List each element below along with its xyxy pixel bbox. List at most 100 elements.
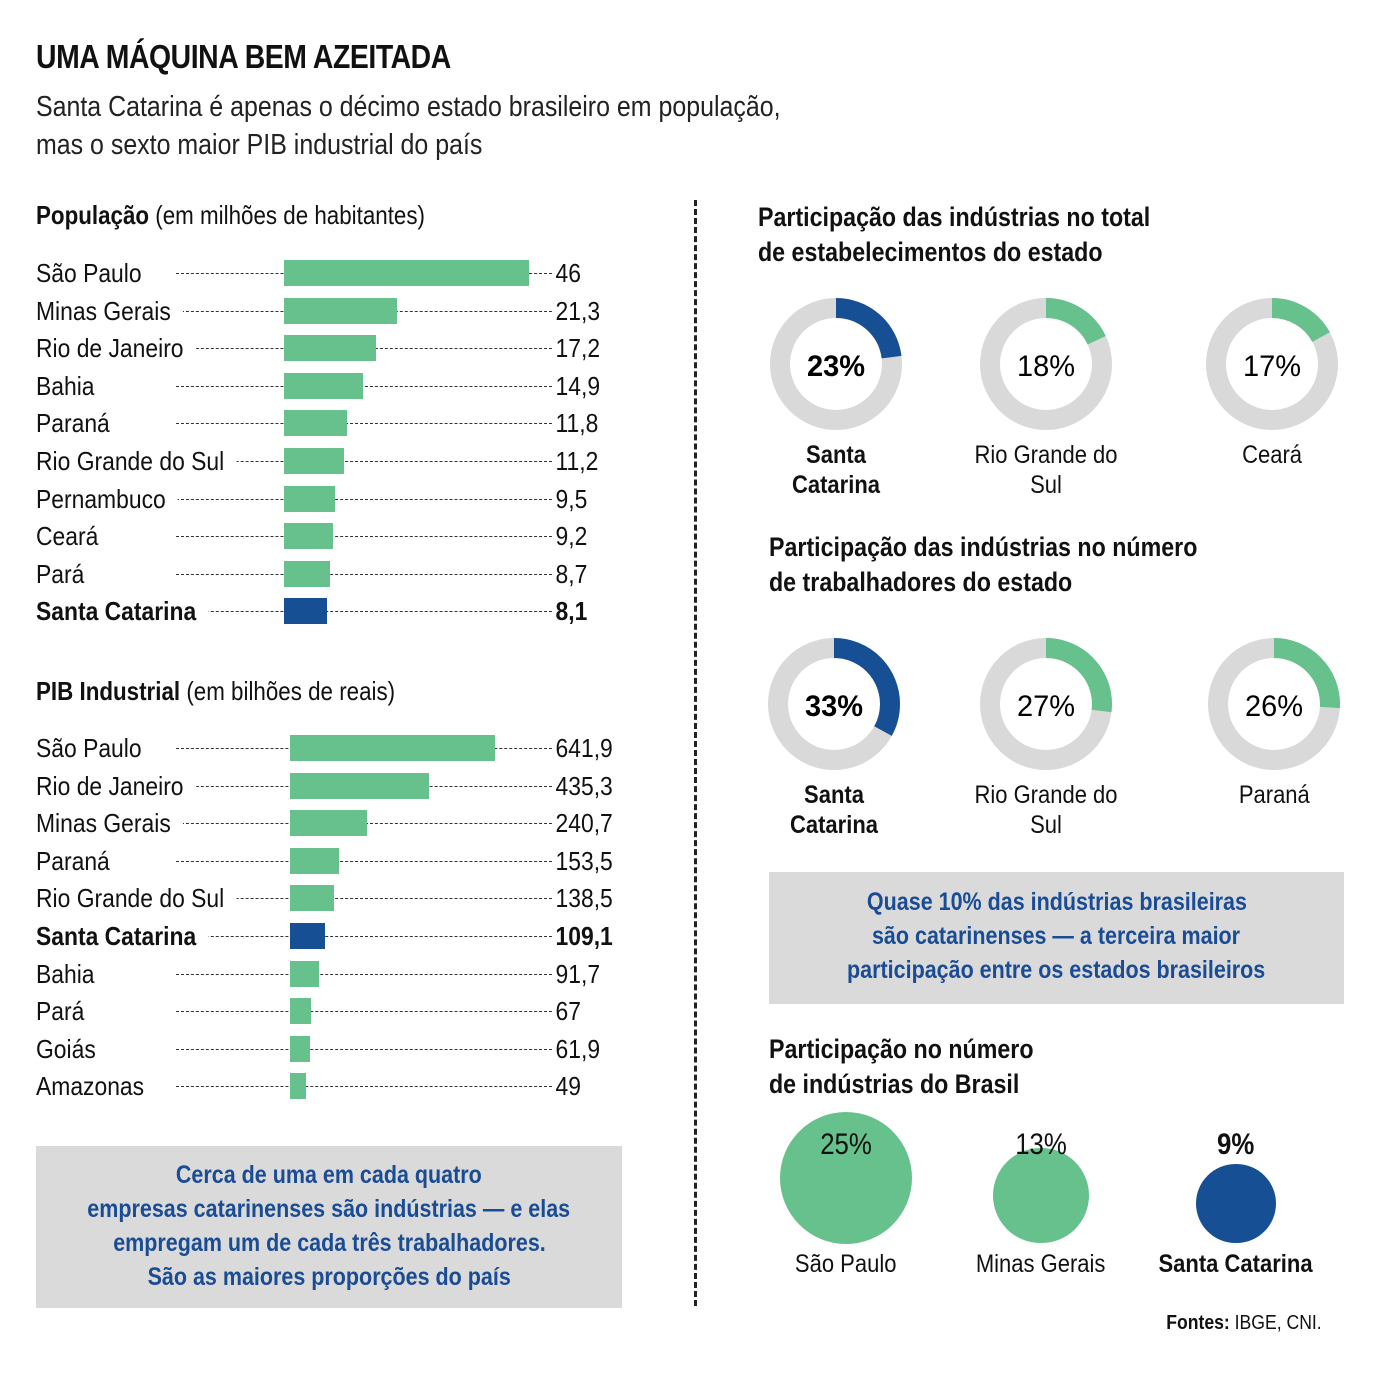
- bar-value-label: 240,7: [552, 807, 613, 840]
- bar: [290, 1035, 310, 1062]
- donut-item: 23% Santa Catarina: [736, 296, 936, 500]
- bar-row: Rio Grande do Sul 138,5: [36, 882, 636, 919]
- population-title-bold: População: [36, 200, 150, 230]
- donut-item: 17% Ceará: [1172, 296, 1372, 470]
- bar-row: Pará 67: [36, 995, 636, 1032]
- donut-svg: 33%: [768, 638, 900, 770]
- donut-value-label: 33%: [805, 690, 863, 723]
- bubble-category-label: São Paulo: [795, 1250, 897, 1278]
- leader-line: [176, 1086, 552, 1088]
- bar: [290, 735, 495, 761]
- right-note-line: participação entre os estados brasileiro…: [847, 956, 1266, 984]
- bar-label: Pará: [36, 995, 97, 1028]
- donut-item: 18% Rio Grande do Sul: [946, 296, 1146, 500]
- leader-line: [176, 385, 552, 387]
- bar: [284, 448, 344, 474]
- donut-category-label: Rio Grande do Sul: [974, 781, 1118, 839]
- title-line: de estabelecimentos do estado: [758, 237, 1103, 267]
- bar-label: Paraná: [36, 407, 123, 440]
- bar: [290, 847, 340, 874]
- bar: [284, 410, 347, 437]
- leader-line: [176, 611, 552, 613]
- bar-value-label: 9,2: [552, 520, 588, 553]
- bar-label: Paraná: [36, 844, 123, 877]
- bubble-value-label: 13%: [1015, 1128, 1067, 1161]
- leader-line: [176, 973, 552, 975]
- workers-chart-title: Participação das indústrias no número de…: [769, 530, 1197, 600]
- bubble-value-label: 25%: [820, 1128, 872, 1161]
- right-note-line: Quase 10% das indústrias brasileiras: [866, 888, 1247, 916]
- bar-label: Pernambuco: [36, 482, 179, 515]
- donut-value-label: 17%: [1243, 350, 1301, 383]
- bar-value-label: 641,9: [552, 732, 613, 764]
- donut-svg: 17%: [1206, 298, 1338, 430]
- bar: [290, 998, 312, 1025]
- bar: [290, 810, 367, 837]
- donut-item: 26% Paraná: [1174, 636, 1374, 810]
- bar-row: Goiás 61,9: [36, 1032, 636, 1070]
- bar-value-label: 153,5: [552, 844, 613, 877]
- donut-category-label: Rio Grande do Sul: [974, 441, 1118, 499]
- sources-note: Fontes: IBGE, CNI.: [1167, 1312, 1322, 1335]
- donut-category-label: Paraná: [1238, 781, 1310, 809]
- pib-title-unit: (em bilhões de reais): [180, 676, 396, 706]
- bar: [284, 598, 328, 625]
- bar-row: Rio de Janeiro 435,3: [36, 769, 636, 807]
- main-title: UMA MÁQUINA BEM AZEITADA: [36, 38, 451, 75]
- bar-value-label: 46: [552, 257, 581, 289]
- bar-value-label: 8,7: [552, 557, 588, 590]
- subtitle: Santa Catarina é apenas o décimo estado …: [36, 88, 781, 164]
- bar: [284, 297, 398, 324]
- left-note-line: São as maiores proporções do país: [147, 1263, 511, 1291]
- donut-slice: [1206, 298, 1338, 430]
- title-line: de trabalhadores do estado: [769, 567, 1073, 597]
- establishments-chart-title: Participação das indústrias no total de …: [758, 200, 1150, 270]
- title-line: Participação no número: [769, 1034, 1034, 1064]
- bar: [290, 1073, 306, 1100]
- bar-row: Pernambuco 9,5: [36, 482, 636, 520]
- bar-label: São Paulo: [36, 257, 154, 289]
- bar: [290, 960, 320, 987]
- bar-value-label: 11,2: [552, 445, 599, 477]
- bar: [284, 485, 335, 512]
- leader-line: [176, 860, 552, 862]
- subtitle-line: Santa Catarina é apenas o décimo estado …: [36, 91, 781, 123]
- donut-item: 33% Santa Catarina: [734, 636, 934, 840]
- right-note-box: Quase 10% das indústrias brasileiras são…: [769, 872, 1344, 1004]
- left-note-box: Cerca de uma em cada quatro empresas cat…: [36, 1146, 622, 1308]
- left-note-line: empregam um de cada três trabalhadores.: [112, 1229, 546, 1257]
- right-note-line: são catarinenses — a terceira maior: [872, 922, 1241, 950]
- bar-row: São Paulo 46: [36, 257, 636, 294]
- bubble: [780, 1112, 912, 1244]
- bar-value-label: 435,3: [552, 769, 613, 802]
- bubble-value-label: 9%: [1217, 1128, 1255, 1161]
- bar: [290, 885, 335, 912]
- donut-svg: 26%: [1208, 638, 1340, 770]
- bar-label: Santa Catarina: [36, 920, 209, 952]
- bar-value-label: 14,9: [552, 369, 601, 402]
- bar-value-label: 61,9: [552, 1032, 601, 1065]
- leader-line: [176, 573, 552, 575]
- sources-text: IBGE, CNI.: [1230, 1312, 1322, 1334]
- donut-svg: 18%: [980, 298, 1112, 430]
- leader-line: [176, 1011, 552, 1013]
- leader-line: [176, 1048, 552, 1050]
- bar-row: Santa Catarina 8,1: [36, 595, 636, 632]
- donut-category-label: Ceará: [1242, 441, 1302, 469]
- title-line: Participação das indústrias no total: [758, 202, 1151, 232]
- bar-label: Bahia: [36, 369, 107, 402]
- bar-label: Rio de Janeiro: [36, 332, 196, 365]
- bubble: [1196, 1163, 1276, 1243]
- bar-row: Minas Gerais 21,3: [36, 294, 636, 332]
- title-line: Participação das indústrias no número: [769, 532, 1198, 562]
- sources-label: Fontes:: [1166, 1312, 1231, 1334]
- bar-row: Paraná 11,8: [36, 407, 636, 444]
- bar-value-label: 91,7: [552, 957, 601, 990]
- bar-value-label: 21,3: [552, 294, 601, 327]
- bar-row: São Paulo 641,9: [36, 732, 636, 769]
- bar-label: Rio Grande do Sul: [36, 882, 237, 915]
- subtitle-line: mas o sexto maior PIB industrial do país: [36, 129, 483, 161]
- population-title-unit: (em milhões de habitantes): [149, 200, 425, 230]
- bar-row: Bahia 14,9: [36, 369, 636, 407]
- donut-svg: 23%: [770, 298, 902, 430]
